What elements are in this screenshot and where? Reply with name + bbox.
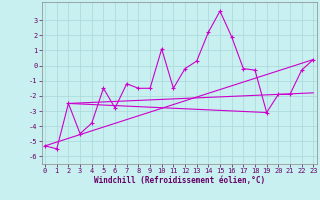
X-axis label: Windchill (Refroidissement éolien,°C): Windchill (Refroidissement éolien,°C) — [94, 176, 265, 185]
